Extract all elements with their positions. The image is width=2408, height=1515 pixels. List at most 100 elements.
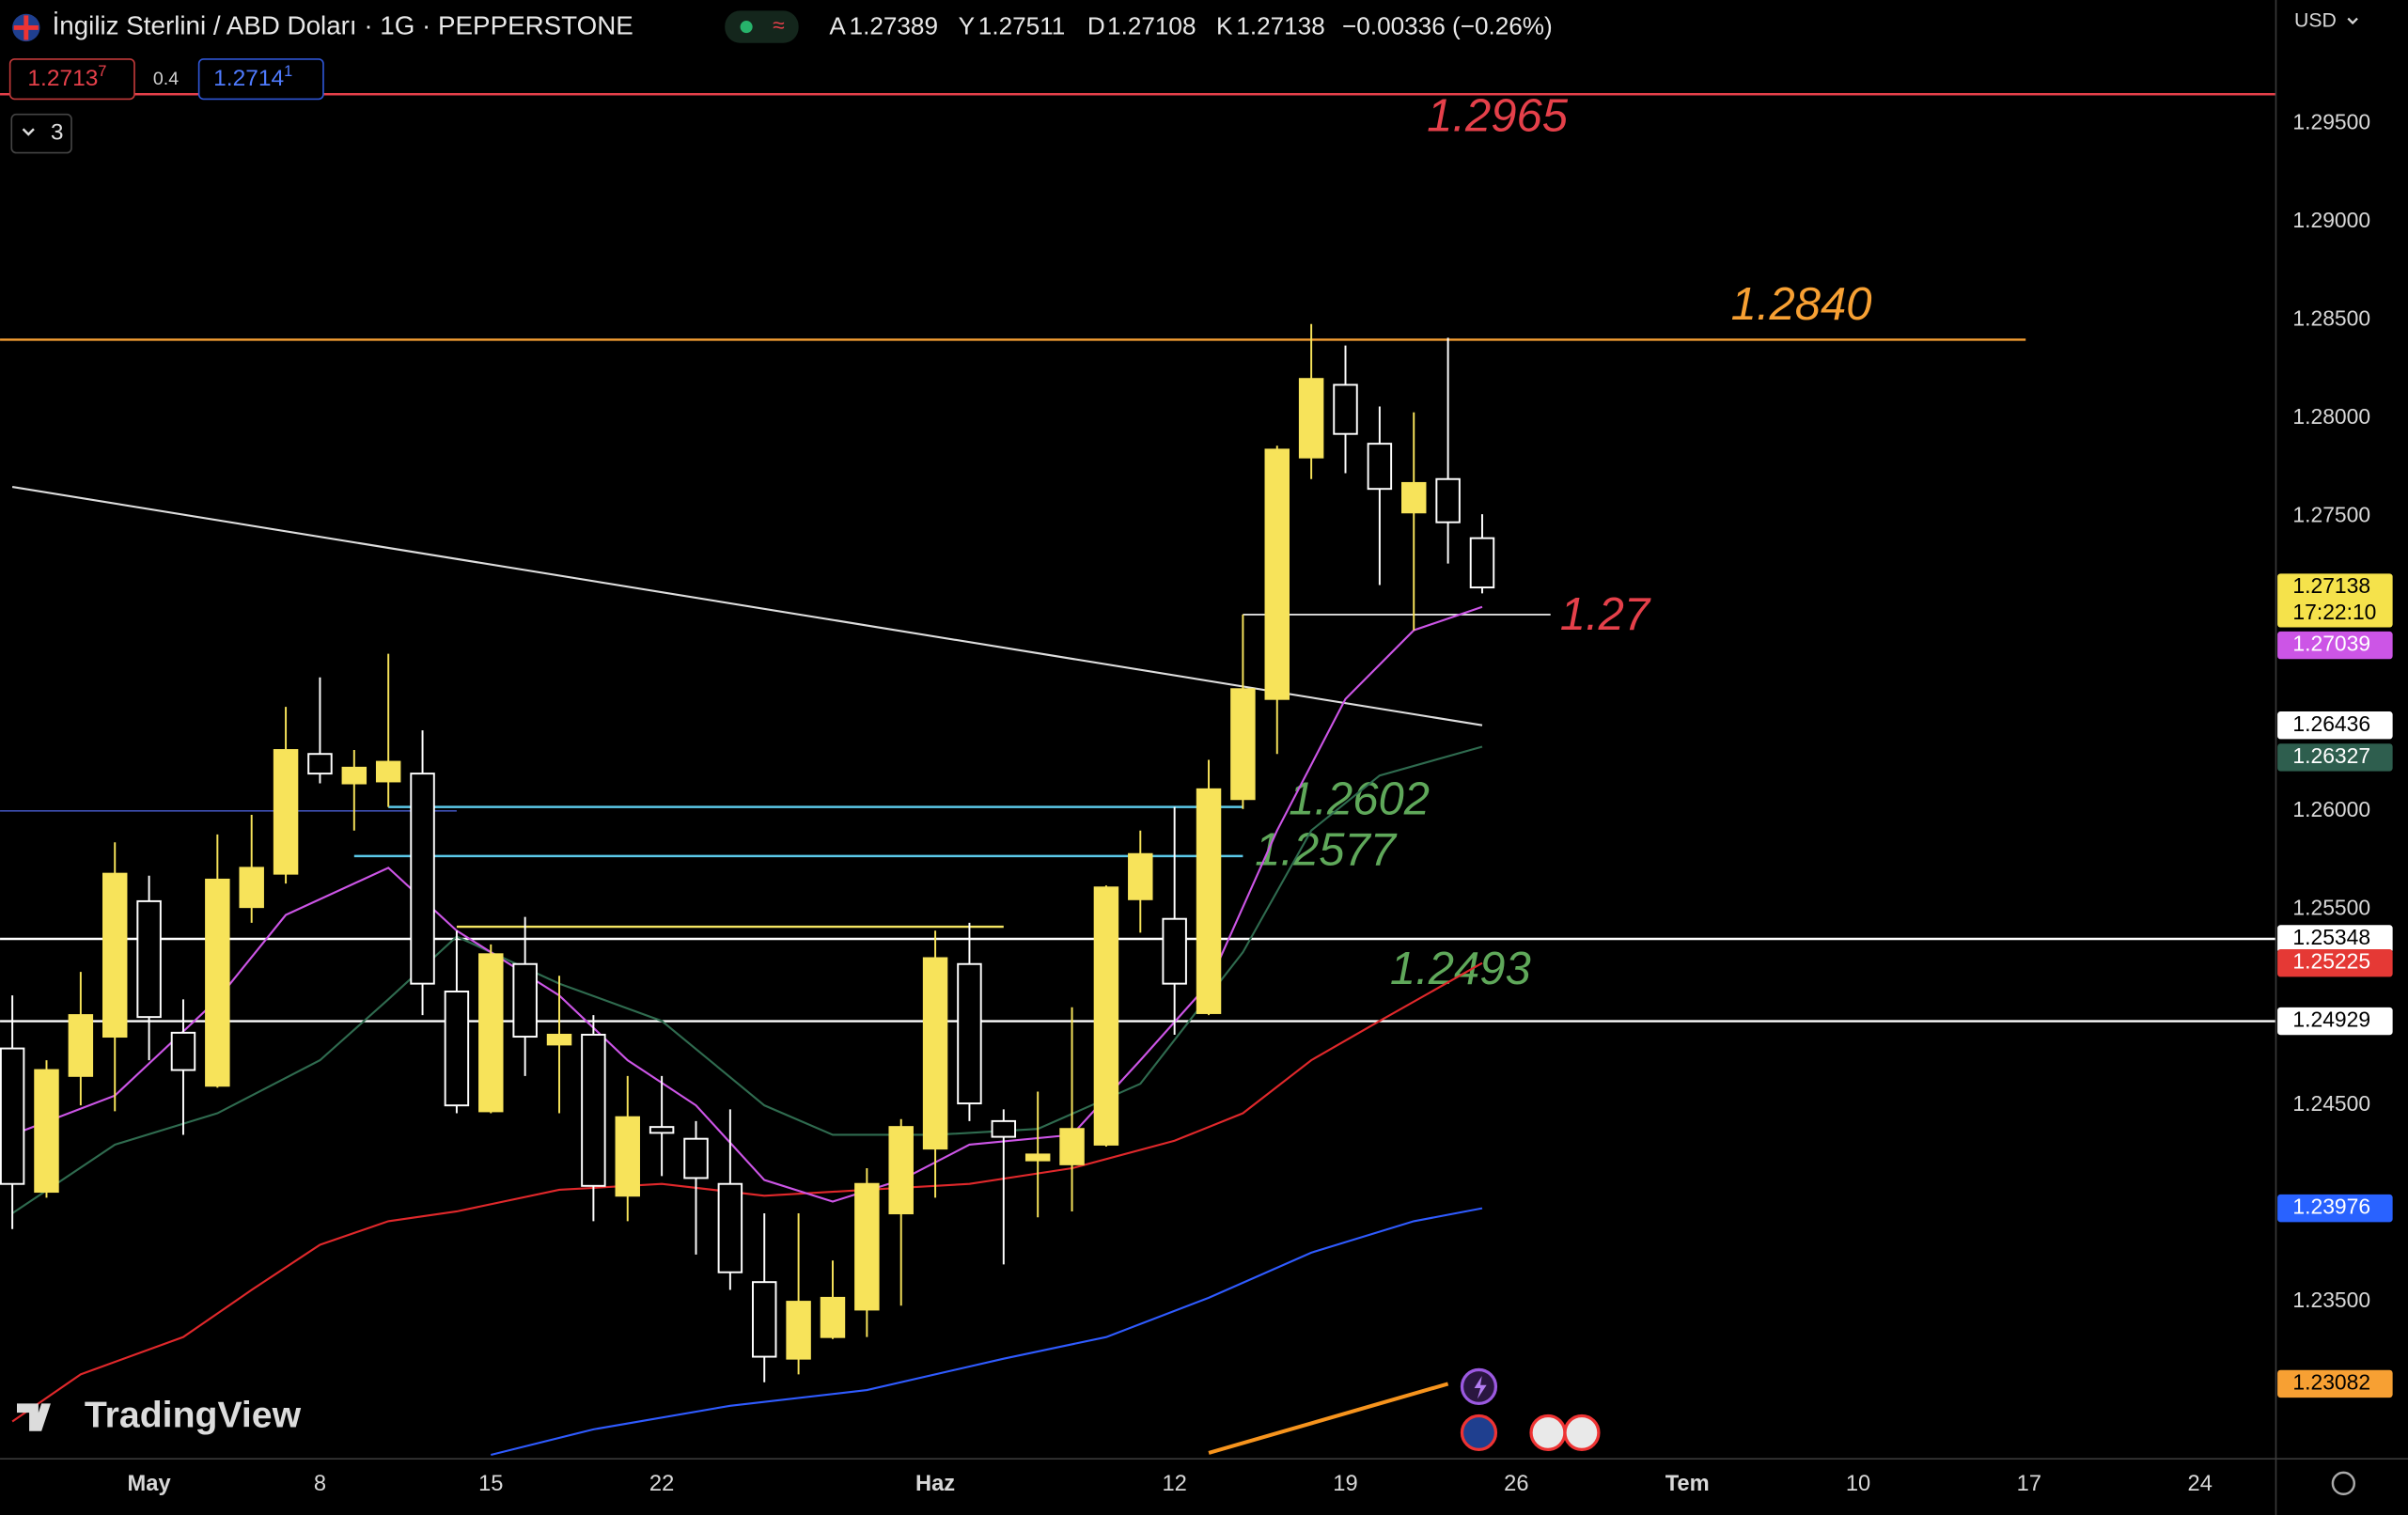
sell-price-main: 1.2713 (27, 66, 98, 91)
buy-price: 1.27141 (213, 63, 292, 91)
x-tick-label: 26 (1504, 1472, 1528, 1496)
price-tag (2277, 631, 2393, 660)
x-tick-label: 8 (314, 1472, 326, 1496)
indicator-toggle[interactable] (10, 113, 72, 154)
candle-body (649, 1126, 675, 1134)
candle-body (1264, 448, 1290, 700)
x-tick-label: May (128, 1472, 172, 1496)
candle-body (1333, 383, 1358, 435)
candle-body (991, 1119, 1017, 1138)
level-label: 1.27 (1560, 589, 1651, 640)
candle-body (1196, 788, 1222, 1014)
candle-body (854, 1182, 880, 1311)
trade-panel: 1.27137 0.4 1.27141 3 (8, 58, 324, 154)
candle-body (786, 1301, 811, 1360)
level-label: 1.2602 (1289, 774, 1430, 825)
candle-body (1230, 688, 1256, 801)
candle-body (102, 872, 128, 1039)
candle-body (1401, 481, 1427, 514)
price-tag-label: 1.23082 (2292, 1369, 2370, 1394)
candle-body (341, 766, 367, 785)
level-label: 1.2493 (1390, 944, 1531, 994)
candle-body (205, 878, 230, 1087)
ohlc-value: 1.27138 (1236, 11, 1324, 39)
candle-body (170, 1031, 196, 1071)
overlay-line (491, 1207, 1483, 1457)
candle-body (136, 899, 162, 1019)
candle-body (820, 1296, 846, 1338)
price-countdown: 17:22:10 (2292, 600, 2376, 624)
candle-body (375, 760, 401, 783)
event-bolt (1474, 1375, 1487, 1399)
x-tick-label: Haz (915, 1472, 955, 1496)
price-tag-label: 1.25348 (2292, 925, 2370, 949)
price-tag (2277, 948, 2393, 977)
candle-body (34, 1069, 59, 1194)
x-tick-label: 19 (1333, 1472, 1357, 1496)
candle-body (1367, 443, 1393, 491)
sell-price: 1.27137 (27, 63, 106, 91)
candle-body (68, 1014, 94, 1077)
header: İngiliz Sterlini / ABD Doları · 1G · PEP… (12, 8, 2358, 43)
candle-body (922, 957, 948, 1150)
candle-body (512, 962, 538, 1039)
y-tick-label: 1.23500 (2292, 1288, 2370, 1312)
candle-body (1298, 378, 1324, 459)
candle-body (1128, 852, 1153, 900)
sell-button[interactable] (8, 58, 135, 101)
price-tag (2277, 573, 2393, 628)
candle-body (444, 991, 470, 1107)
price-change: −0.00336 (−0.26%) (1342, 11, 1553, 39)
price-tag (2277, 1369, 2393, 1398)
ohlc-label: Y (959, 11, 975, 39)
price-tag-label: 1.27039 (2292, 632, 2370, 656)
candle-body (1059, 1128, 1085, 1165)
candle-body (307, 753, 333, 775)
y-tick-label: 1.28500 (2292, 306, 2370, 331)
ohlc-value: 1.27108 (1107, 11, 1196, 39)
overlay-line (1208, 1382, 1449, 1455)
sell-price-pip: 7 (98, 63, 106, 80)
candle-body (239, 867, 264, 909)
ohlc-label: A (829, 11, 846, 39)
level-label: 1.2840 (1731, 279, 1872, 330)
candle-body (581, 1033, 606, 1187)
buy-price-pip: 1 (284, 63, 292, 80)
candle-body (1024, 1153, 1051, 1162)
event-flag-us[interactable] (1563, 1413, 1601, 1452)
x-tick-label: 17 (2017, 1472, 2041, 1496)
y-tick-label: 1.25500 (2292, 895, 2370, 919)
logo: TradingView (16, 1395, 302, 1435)
candle-body (546, 1033, 572, 1046)
candle-body (751, 1281, 777, 1358)
price-tag (2277, 743, 2393, 772)
candle-body (478, 953, 504, 1113)
logo-mark (16, 1403, 51, 1431)
price-tag-label: 1.26327 (2292, 743, 2370, 768)
x-tick-label: 24 (2188, 1472, 2213, 1496)
ohlc-value: 1.27511 (978, 11, 1066, 39)
buy-price-main: 1.2714 (213, 66, 284, 91)
candle-body (717, 1182, 743, 1273)
overlay-line (11, 605, 1483, 1203)
x-tick-label: Tem (1665, 1472, 1710, 1496)
candle-body (0, 1047, 25, 1185)
buy-button[interactable] (197, 58, 324, 101)
ohlc-values: A 1.27389 Y 1.27511 D 1.27108 K 1.27138 (829, 11, 1324, 39)
price-tag-label: 1.25225 (2292, 949, 2370, 974)
toggle-chevron (22, 128, 35, 136)
market-status[interactable] (725, 10, 799, 43)
price-tag (2277, 1194, 2393, 1223)
level-label: 1.2965 (1427, 90, 1569, 141)
ohlc-label: D (1087, 11, 1105, 39)
y-tick-label: 1.29000 (2292, 208, 2370, 232)
event-flag-uk[interactable] (1460, 1413, 1498, 1452)
event-flag-us[interactable] (1529, 1413, 1567, 1452)
currency-selector[interactable]: USD (2294, 8, 2337, 31)
logo-text: TradingView (85, 1395, 302, 1435)
y-tick-label: 1.28000 (2292, 404, 2370, 429)
settings-button[interactable] (2331, 1471, 2356, 1496)
